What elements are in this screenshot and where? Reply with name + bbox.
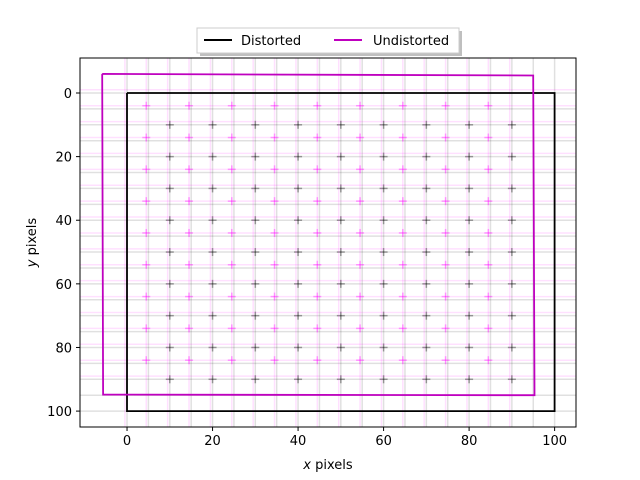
grid-layer — [80, 58, 576, 427]
legend-box — [196, 27, 460, 54]
y-tick-label: 80 — [55, 341, 72, 356]
series-undistorted-line — [101, 73, 536, 397]
y-tick-label: 60 — [55, 278, 72, 293]
ticks-layer: 0 20 40 60 80 100 0 20 40 60 80 100 — [47, 87, 567, 449]
x-tick-label: 80 — [461, 434, 478, 449]
y-axis-label: y pixels — [25, 218, 40, 269]
legend: Distorted Undistorted — [196, 27, 462, 56]
y-tick-label: 20 — [55, 151, 72, 166]
x-tick-label: 100 — [542, 434, 567, 449]
x-tick-label: 20 — [204, 434, 221, 449]
x-tick-label: 60 — [375, 434, 392, 449]
x-axis-label-var: x — [302, 458, 311, 473]
series-distorted-line — [126, 92, 556, 413]
series-layer — [101, 73, 556, 413]
x-tick-label: 0 — [123, 434, 131, 449]
axes-frame — [79, 57, 577, 428]
x-tick-label: 40 — [290, 434, 307, 449]
y-axis-label-rest: pixels — [25, 218, 40, 260]
y-axis-label-var: y — [25, 259, 40, 268]
x-axis-label: x pixels — [302, 458, 353, 473]
legend-label-undistorted: Undistorted — [373, 34, 449, 49]
legend-label-distorted: Distorted — [241, 34, 301, 49]
x-axis-label-rest: pixels — [311, 458, 353, 473]
y-tick-label: 100 — [47, 405, 72, 420]
y-tick-label: 40 — [55, 214, 72, 229]
y-tick-label: 0 — [64, 87, 72, 102]
